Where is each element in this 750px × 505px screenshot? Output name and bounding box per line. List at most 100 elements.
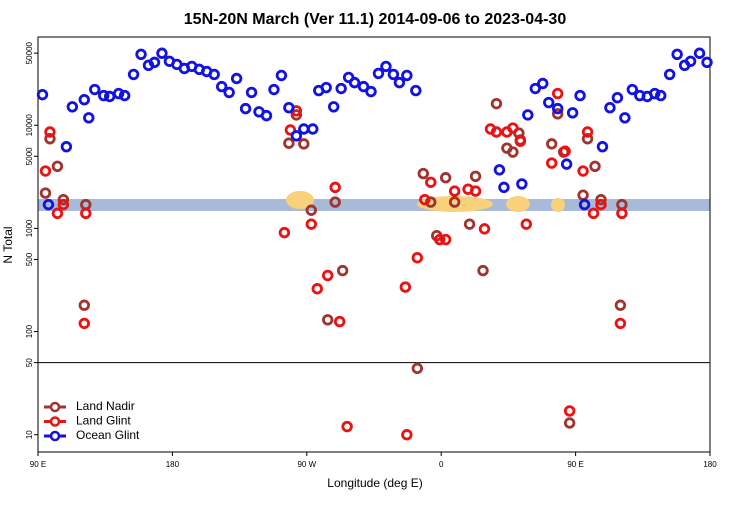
point — [393, 76, 406, 89]
plot-frame — [37, 36, 711, 453]
point — [275, 69, 288, 82]
point — [335, 82, 347, 95]
point — [305, 204, 317, 216]
y-axis-label: N Total — [1, 226, 15, 263]
point — [78, 299, 90, 311]
point — [298, 123, 310, 135]
point — [574, 89, 586, 102]
point — [490, 126, 503, 138]
y-tick-label: 500 — [25, 252, 34, 266]
point — [327, 101, 340, 113]
point — [39, 187, 52, 199]
point — [469, 170, 482, 182]
point — [619, 112, 631, 124]
point — [98, 89, 110, 102]
point — [51, 160, 64, 173]
legend-label: Land Nadir — [76, 399, 135, 413]
point — [283, 101, 295, 114]
point — [498, 181, 510, 194]
point — [112, 87, 125, 100]
x-tick-label: 90 E — [567, 460, 583, 469]
point — [587, 207, 600, 220]
point — [215, 80, 228, 93]
point — [311, 283, 323, 295]
point — [560, 158, 573, 170]
y-tick-label: 1000 — [25, 219, 34, 237]
point — [516, 178, 528, 190]
point — [543, 96, 555, 109]
point — [577, 189, 589, 201]
point — [80, 207, 92, 220]
point — [546, 138, 558, 150]
x-tick-label: 0 — [439, 460, 444, 469]
point — [283, 137, 295, 149]
point — [245, 86, 258, 99]
point — [614, 317, 627, 330]
point — [581, 133, 594, 145]
point — [230, 72, 243, 85]
point — [411, 362, 424, 375]
point — [401, 69, 413, 82]
point — [596, 140, 609, 153]
point — [278, 226, 291, 239]
point — [493, 164, 506, 176]
legend-marker — [49, 416, 61, 427]
y-tick-label: 10000 — [25, 114, 34, 137]
point — [333, 315, 346, 328]
point — [520, 218, 533, 230]
point — [380, 60, 392, 73]
x-tick-label: 90 E — [30, 460, 46, 469]
point — [348, 76, 361, 89]
legend-label: Land Glint — [76, 414, 131, 428]
point — [411, 252, 424, 264]
y-tick-label: 100 — [25, 324, 34, 338]
point — [410, 84, 422, 97]
point — [298, 138, 310, 150]
point — [290, 130, 303, 142]
point — [448, 196, 461, 208]
point — [563, 405, 576, 417]
point — [51, 207, 64, 220]
point — [341, 420, 353, 433]
point — [463, 218, 476, 230]
point — [566, 107, 579, 119]
point — [336, 264, 349, 277]
background-band — [38, 191, 710, 212]
point — [425, 176, 437, 188]
x-tick-label: 90 W — [297, 460, 316, 469]
point — [477, 264, 489, 277]
point — [156, 47, 168, 59]
point — [57, 193, 70, 206]
point — [655, 89, 667, 102]
point — [103, 90, 116, 103]
point — [671, 48, 683, 61]
point — [39, 165, 52, 177]
y-tick-label: 10 — [25, 430, 34, 439]
point — [578, 198, 591, 211]
point — [478, 223, 491, 235]
point — [372, 67, 385, 80]
legend-marker — [49, 401, 61, 413]
point — [439, 172, 452, 184]
point — [589, 160, 601, 173]
point — [419, 193, 431, 206]
point — [577, 165, 589, 177]
point — [469, 185, 482, 197]
point — [89, 83, 101, 96]
point — [529, 82, 541, 95]
point — [118, 89, 131, 102]
point — [514, 135, 527, 147]
point — [290, 109, 303, 121]
point — [693, 47, 706, 59]
point — [614, 299, 627, 311]
legend-label: Ocean Glint — [76, 428, 140, 442]
point — [208, 68, 220, 81]
point — [399, 281, 412, 293]
point — [365, 85, 377, 98]
point — [42, 198, 55, 211]
point — [626, 83, 639, 96]
y-tick-label: 50 — [25, 358, 34, 367]
point — [439, 233, 452, 246]
point — [563, 417, 576, 429]
